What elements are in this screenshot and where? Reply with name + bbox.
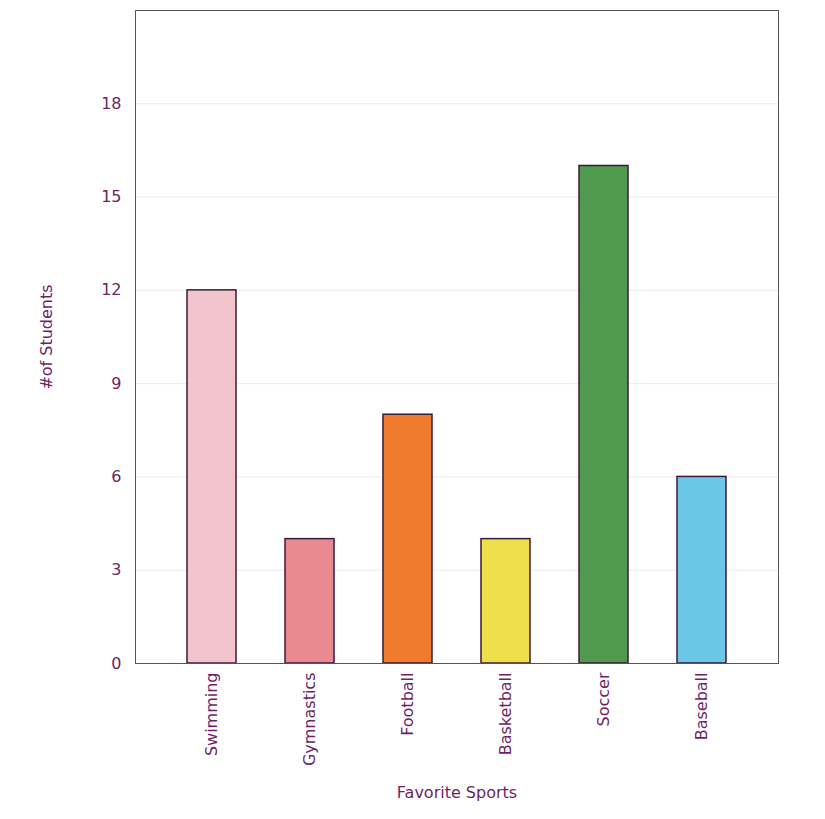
svg-text:Football: Football <box>398 673 417 736</box>
svg-text:Soccer: Soccer <box>594 672 613 726</box>
svg-text:15: 15 <box>101 187 121 206</box>
svg-text:12: 12 <box>101 280 121 299</box>
svg-text:0: 0 <box>111 654 121 673</box>
svg-text:Favorite Sports: Favorite Sports <box>397 783 517 802</box>
svg-text:6: 6 <box>111 467 121 486</box>
svg-text:Gymnastics: Gymnastics <box>300 673 319 767</box>
svg-text:18: 18 <box>101 94 121 113</box>
svg-text:Swimming: Swimming <box>202 673 221 757</box>
svg-text:3: 3 <box>111 560 121 579</box>
svg-text:Baseball: Baseball <box>692 673 711 741</box>
svg-text:Basketball: Basketball <box>496 673 515 756</box>
svg-text:9: 9 <box>111 374 121 393</box>
svg-text:#of Students: #of Students <box>37 284 56 389</box>
